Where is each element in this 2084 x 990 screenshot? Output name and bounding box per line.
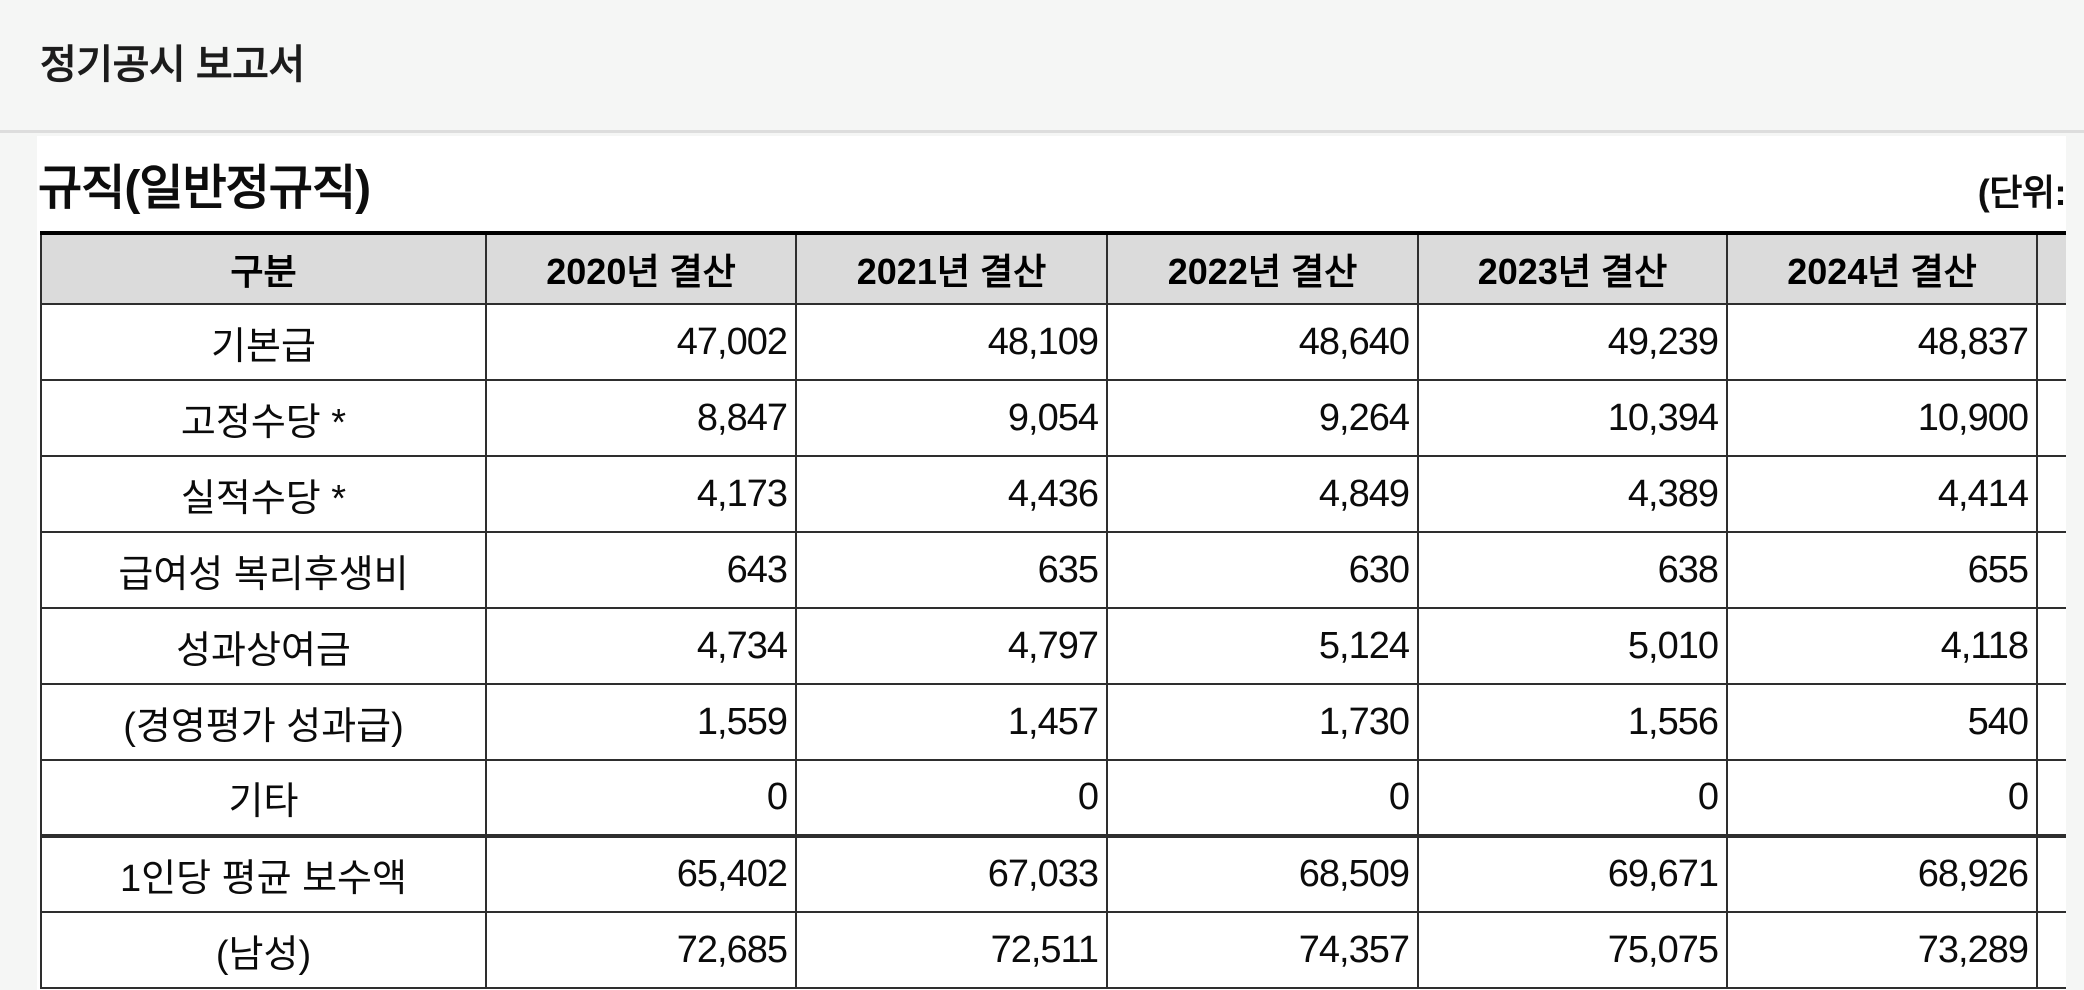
row-label-cell: 1인당 평균 보수액 — [40, 834, 487, 913]
value-cell: 68,509 — [1106, 834, 1419, 913]
value-cell: 65,402 — [485, 834, 797, 913]
value-cell: 0 — [1106, 759, 1419, 837]
row-label-cell: 실적수당 * — [40, 455, 487, 533]
value-cell: 635 — [795, 531, 1108, 609]
value-cell — [2036, 303, 2066, 381]
value-cell: 540 — [1726, 683, 2038, 761]
value-cell: 1,559 — [485, 683, 797, 761]
column-header-cell: 구분 — [40, 232, 487, 305]
value-cell: 643 — [485, 531, 797, 609]
table-body: 기본급 47,002 48,109 48,640 49,239 48,837 고정수당 * 8… — [40, 303, 2066, 989]
value-cell: 75,075 — [1417, 911, 1728, 989]
section-title: 규직(일반정규직) — [38, 162, 371, 215]
value-cell: 8,847 — [485, 379, 797, 457]
salary-table: 구분 2020년 결산 2021년 결산 2022년 결산 2023년 결산 2024년 … — [40, 231, 2066, 989]
value-cell: 4,118 — [1726, 607, 2038, 685]
table-row: 성과상여금 4,734 4,797 5,124 5,010 4,118 — [40, 607, 2066, 685]
table-row: (남성) 72,685 72,511 74,357 75,075 73,289 — [40, 911, 2066, 989]
value-cell: 0 — [1417, 759, 1728, 837]
table-row: 고정수당 * 8,847 9,054 9,264 10,394 10,900 — [40, 379, 2066, 457]
value-cell: 4,436 — [795, 455, 1108, 533]
value-cell — [2036, 683, 2066, 761]
value-cell: 4,414 — [1726, 455, 2038, 533]
value-cell: 9,264 — [1106, 379, 1419, 457]
value-cell: 10,900 — [1726, 379, 2038, 457]
top-band: 정기공시 보고서 — [0, 0, 2084, 133]
value-cell: 47,002 — [485, 303, 797, 381]
value-cell: 0 — [795, 759, 1108, 837]
value-cell: 1,457 — [795, 683, 1108, 761]
column-header-cell: 2022년 결산 — [1106, 232, 1419, 305]
row-label-cell: 기타 — [40, 759, 487, 837]
row-label-cell: (경영평가 성과급) — [40, 683, 487, 761]
value-cell — [2036, 911, 2066, 989]
value-cell: 9,054 — [795, 379, 1108, 457]
value-cell: 69,671 — [1417, 834, 1728, 913]
value-cell: 49,239 — [1417, 303, 1728, 381]
value-cell: 1,730 — [1106, 683, 1419, 761]
value-cell: 72,685 — [485, 911, 797, 989]
column-header-cell: 2024년 결산 — [1726, 232, 2038, 305]
value-cell: 72,511 — [795, 911, 1108, 989]
value-cell: 48,109 — [795, 303, 1108, 381]
value-cell: 638 — [1417, 531, 1728, 609]
row-label-cell: 기본급 — [40, 303, 487, 381]
value-cell: 67,033 — [795, 834, 1108, 913]
value-cell — [2036, 531, 2066, 609]
value-cell: 74,357 — [1106, 911, 1419, 989]
panel-header: 규직(일반정규직) (단위: — [37, 136, 2066, 231]
table-row: (경영평가 성과급) 1,559 1,457 1,730 1,556 540 — [40, 683, 2066, 761]
value-cell — [2036, 455, 2066, 533]
value-cell: 1,556 — [1417, 683, 1728, 761]
value-cell: 5,010 — [1417, 607, 1728, 685]
value-cell: 4,734 — [485, 607, 797, 685]
value-cell: 630 — [1106, 531, 1419, 609]
table-row: 기타 0 0 0 0 0 — [40, 759, 2066, 837]
value-cell: 4,173 — [485, 455, 797, 533]
value-cell: 4,849 — [1106, 455, 1419, 533]
row-label-cell: (남성) — [40, 911, 487, 989]
column-header-cell: 2020년 결산 — [485, 232, 797, 305]
value-cell: 68,926 — [1726, 834, 2038, 913]
value-cell: 0 — [485, 759, 797, 837]
value-cell: 10,394 — [1417, 379, 1728, 457]
value-cell: 4,797 — [795, 607, 1108, 685]
table-row: 1인당 평균 보수액 65,402 67,033 68,509 69,671 68,926 — [40, 834, 2066, 913]
page-title: 정기공시 보고서 — [40, 43, 305, 87]
value-cell: 655 — [1726, 531, 2038, 609]
table-row: 실적수당 * 4,173 4,436 4,849 4,389 4,414 — [40, 455, 2066, 533]
column-header-cell — [2036, 232, 2066, 305]
value-cell — [2036, 379, 2066, 457]
table-header-row: 구분 2020년 결산 2021년 결산 2022년 결산 2023년 결산 2024년 … — [40, 232, 2066, 305]
column-header-cell: 2021년 결산 — [795, 232, 1108, 305]
table-row: 기본급 47,002 48,109 48,640 49,239 48,837 — [40, 303, 2066, 381]
value-cell: 48,640 — [1106, 303, 1419, 381]
row-label-cell: 성과상여금 — [40, 607, 487, 685]
unit-label: (단위: — [1977, 172, 2066, 213]
value-cell: 73,289 — [1726, 911, 2038, 989]
value-cell — [2036, 759, 2066, 837]
value-cell: 48,837 — [1726, 303, 2038, 381]
value-cell: 5,124 — [1106, 607, 1419, 685]
row-label-cell: 급여성 복리후생비 — [40, 531, 487, 609]
table-head: 구분 2020년 결산 2021년 결산 2022년 결산 2023년 결산 2024년 … — [40, 232, 2066, 305]
column-header-cell: 2023년 결산 — [1417, 232, 1728, 305]
value-cell: 0 — [1726, 759, 2038, 837]
value-cell — [2036, 607, 2066, 685]
report-panel: 규직(일반정규직) (단위: 구분 2020년 결산 2021년 결산 2022년 결… — [37, 136, 2066, 990]
row-label-cell: 고정수당 * — [40, 379, 487, 457]
value-cell: 4,389 — [1417, 455, 1728, 533]
value-cell — [2036, 834, 2066, 913]
table-row: 급여성 복리후생비 643 635 630 638 655 — [40, 531, 2066, 609]
